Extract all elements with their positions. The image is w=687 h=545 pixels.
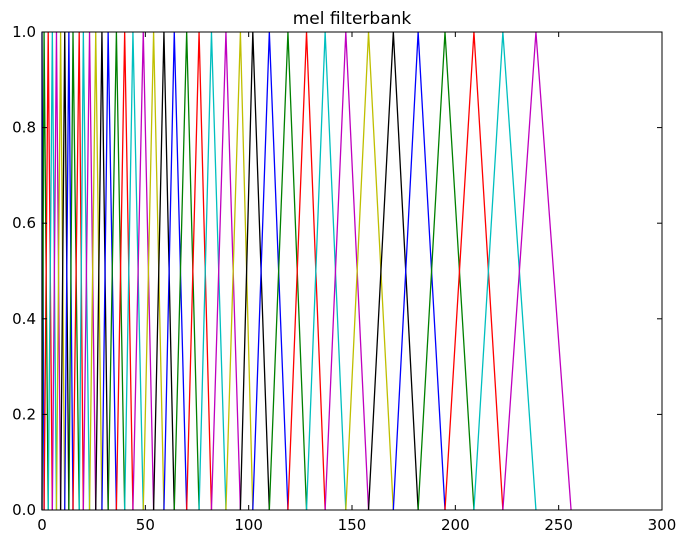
y-tick-label: 0.2 [12, 405, 36, 423]
filter-line-14 [95, 31, 109, 511]
filter-line-16 [107, 31, 126, 511]
x-tick-label: 200 [441, 516, 470, 534]
filter-line-34 [345, 31, 394, 511]
x-tick-label: 300 [648, 516, 677, 534]
filter-line-21 [152, 31, 175, 511]
filter-line-27 [225, 31, 254, 511]
filter-line-37 [417, 31, 475, 511]
y-tick-label: 1.0 [12, 23, 36, 41]
filter-line-12 [82, 31, 97, 511]
filter-line-31 [287, 31, 326, 511]
filter-line-13 [88, 31, 103, 511]
chart-title: mel filterbank [293, 9, 412, 29]
filter-line-29 [252, 31, 289, 511]
y-tick-label: 0.8 [12, 119, 36, 137]
filter-line-30 [268, 31, 308, 511]
filter-line-40 [502, 31, 572, 511]
filter-line-20 [142, 31, 165, 511]
filter-line-23 [173, 31, 200, 511]
x-tick-label: 150 [338, 516, 367, 534]
filter-line-26 [210, 31, 242, 511]
filter-line-17 [115, 31, 134, 511]
filter-line-35 [367, 31, 419, 511]
x-tick-label: 50 [136, 516, 155, 534]
filter-line-38 [444, 31, 504, 511]
y-tick-label: 0.6 [12, 214, 36, 232]
filter-line-32 [305, 31, 347, 511]
x-tick-label: 250 [544, 516, 573, 534]
y-tick-label: 0.0 [12, 501, 36, 519]
filter-line-39 [473, 31, 537, 511]
filter-line-19 [132, 31, 155, 511]
filter-line-25 [198, 31, 227, 511]
series-layer [41, 31, 572, 511]
filter-line-24 [186, 31, 213, 511]
tick-layer: 0 50 100 150 200 250 300 0.0 0.2 0.4 0.6 0.8 1.0 [12, 23, 676, 534]
filter-line-36 [392, 31, 446, 511]
x-tick-label: 100 [234, 516, 263, 534]
y-tick-label: 0.4 [12, 310, 36, 328]
filter-line-33 [324, 31, 370, 511]
x-tick-label: 0 [37, 516, 47, 534]
filter-line-22 [163, 31, 188, 511]
